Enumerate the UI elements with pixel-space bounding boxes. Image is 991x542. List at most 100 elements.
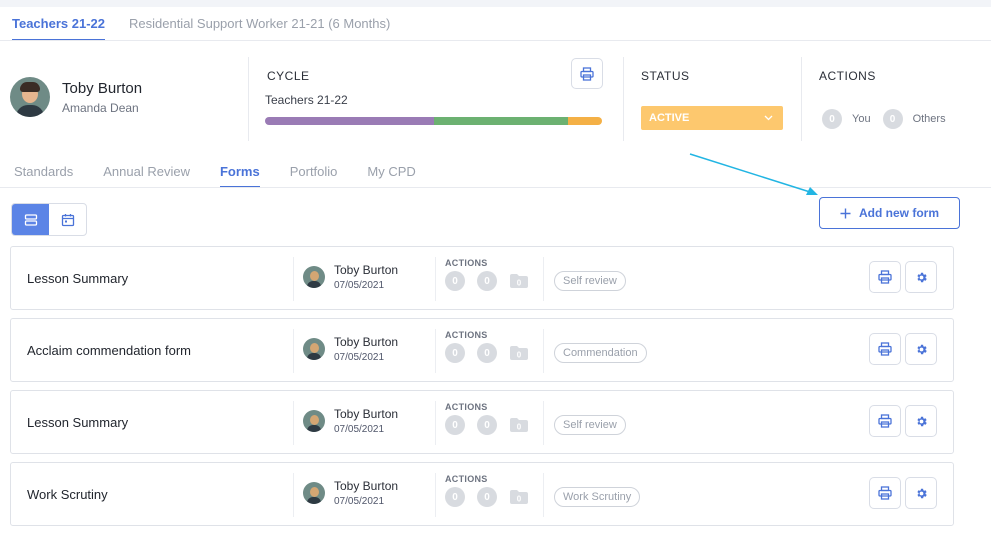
form-owner: Toby Burton 07/05/2021 bbox=[303, 335, 398, 363]
form-owner: Toby Burton 07/05/2021 bbox=[303, 263, 398, 291]
cycle-progress-bar bbox=[265, 117, 602, 125]
gear-icon bbox=[916, 344, 927, 354]
profile-name: Toby Burton bbox=[62, 79, 143, 97]
divider bbox=[623, 57, 624, 141]
action-count-badge[interactable]: 0 bbox=[445, 415, 465, 435]
folder-icon[interactable]: 0 bbox=[509, 489, 529, 505]
owner-name: Toby Burton bbox=[334, 263, 399, 277]
divider bbox=[0, 40, 991, 41]
actions-label: ACTIONS bbox=[445, 330, 488, 340]
avatar bbox=[303, 482, 325, 504]
tab-standards[interactable]: Standards bbox=[14, 164, 74, 179]
list-view-button[interactable] bbox=[12, 204, 49, 235]
divider bbox=[801, 57, 802, 141]
view-toggle bbox=[11, 203, 87, 236]
owner-name: Toby Burton bbox=[334, 407, 399, 421]
form-owner: Toby Burton 07/05/2021 bbox=[303, 407, 398, 435]
progress-segment bbox=[433, 117, 569, 125]
printer-icon bbox=[878, 486, 892, 500]
action-count-badge[interactable]: 0 bbox=[445, 487, 465, 507]
others-label: Others bbox=[912, 113, 946, 125]
cycle-heading: CYCLE bbox=[267, 69, 310, 83]
progress-segment bbox=[265, 117, 434, 125]
gear-icon bbox=[916, 272, 927, 282]
avatar bbox=[10, 77, 50, 117]
status-value: ACTIVE bbox=[649, 112, 690, 124]
tab-residential-support-worker[interactable]: Residential Support Worker 21-21 (6 Mont… bbox=[129, 16, 391, 31]
action-count-badge[interactable]: 0 bbox=[445, 271, 465, 291]
list-icon bbox=[24, 213, 37, 226]
calendar-view-button[interactable] bbox=[49, 204, 86, 235]
form-owner: Toby Burton 07/05/2021 bbox=[303, 479, 398, 507]
cycle-name: Teachers 21-22 bbox=[265, 93, 348, 107]
actions-label: ACTIONS bbox=[445, 258, 488, 268]
profile-manager: Amanda Dean bbox=[62, 100, 139, 115]
form-type-tag: Commendation bbox=[554, 343, 647, 363]
form-row[interactable]: Work Scrutiny Toby Burton 07/05/2021 ACT… bbox=[10, 462, 954, 526]
tab-portfolio[interactable]: Portfolio bbox=[289, 164, 338, 179]
you-label: You bbox=[852, 113, 871, 125]
plus-icon bbox=[840, 208, 851, 218]
printer-icon bbox=[580, 66, 594, 81]
printer-icon bbox=[878, 342, 892, 356]
action-count-badge[interactable]: 0 bbox=[477, 271, 497, 291]
settings-button[interactable] bbox=[905, 405, 937, 437]
status-dropdown[interactable]: ACTIVE bbox=[641, 106, 783, 130]
svg-text:0: 0 bbox=[517, 495, 522, 504]
form-title[interactable]: Work Scrutiny bbox=[27, 486, 108, 502]
form-date: 07/05/2021 bbox=[334, 496, 385, 507]
gear-icon bbox=[916, 416, 927, 426]
action-count-badge[interactable]: 0 bbox=[477, 343, 497, 363]
tab-my-cpd[interactable]: My CPD bbox=[367, 164, 416, 179]
form-title[interactable]: Lesson Summary bbox=[27, 270, 129, 286]
owner-name: Toby Burton bbox=[334, 335, 399, 349]
folder-icon[interactable]: 0 bbox=[509, 345, 529, 361]
svg-text:0: 0 bbox=[517, 423, 522, 432]
actions-summary: 0 You 0 Others bbox=[822, 109, 958, 129]
avatar bbox=[303, 338, 325, 360]
print-button[interactable] bbox=[869, 333, 901, 365]
actions-label: ACTIONS bbox=[445, 474, 488, 484]
form-row[interactable]: Acclaim commendation form Toby Burton 07… bbox=[10, 318, 954, 382]
action-count-badge[interactable]: 0 bbox=[477, 415, 497, 435]
form-row[interactable]: Lesson Summary Toby Burton 07/05/2021 AC… bbox=[10, 390, 954, 454]
you-count-badge[interactable]: 0 bbox=[822, 109, 842, 129]
form-title[interactable]: Acclaim commendation form bbox=[27, 342, 191, 358]
gear-icon bbox=[916, 488, 927, 498]
action-count-badge[interactable]: 0 bbox=[477, 487, 497, 507]
others-count-badge[interactable]: 0 bbox=[882, 109, 903, 129]
owner-name: Toby Burton bbox=[334, 479, 399, 493]
form-date: 07/05/2021 bbox=[334, 352, 385, 363]
action-count-badge[interactable]: 0 bbox=[445, 343, 465, 363]
settings-button[interactable] bbox=[905, 477, 937, 509]
print-button[interactable] bbox=[869, 261, 901, 293]
print-button[interactable] bbox=[869, 477, 901, 509]
settings-button[interactable] bbox=[905, 261, 937, 293]
printer-icon bbox=[878, 270, 892, 284]
printer-icon bbox=[878, 414, 892, 428]
form-type-tag: Self review bbox=[554, 271, 626, 291]
top-band bbox=[0, 0, 991, 7]
print-button[interactable] bbox=[869, 405, 901, 437]
print-button[interactable] bbox=[571, 58, 603, 89]
form-actions: ACTIONS 0 0 0 bbox=[445, 402, 529, 435]
form-actions: ACTIONS 0 0 0 bbox=[445, 330, 529, 363]
avatar bbox=[303, 410, 325, 432]
status-heading: STATUS bbox=[641, 69, 690, 83]
progress-segment bbox=[568, 117, 602, 125]
form-title[interactable]: Lesson Summary bbox=[27, 414, 129, 430]
tab-annual-review[interactable]: Annual Review bbox=[103, 164, 190, 179]
folder-icon[interactable]: 0 bbox=[509, 273, 529, 289]
form-date: 07/05/2021 bbox=[334, 424, 385, 435]
add-new-form-button[interactable]: Add new form bbox=[819, 197, 960, 229]
chevron-down-icon bbox=[764, 115, 773, 121]
settings-button[interactable] bbox=[905, 333, 937, 365]
divider bbox=[248, 57, 249, 141]
form-actions: ACTIONS 0 0 0 bbox=[445, 258, 529, 291]
form-actions: ACTIONS 0 0 0 bbox=[445, 474, 529, 507]
form-row[interactable]: Lesson Summary Toby Burton 07/05/2021 AC… bbox=[10, 246, 954, 310]
form-type-tag: Self review bbox=[554, 415, 626, 435]
folder-icon[interactable]: 0 bbox=[509, 417, 529, 433]
svg-text:0: 0 bbox=[517, 279, 522, 288]
